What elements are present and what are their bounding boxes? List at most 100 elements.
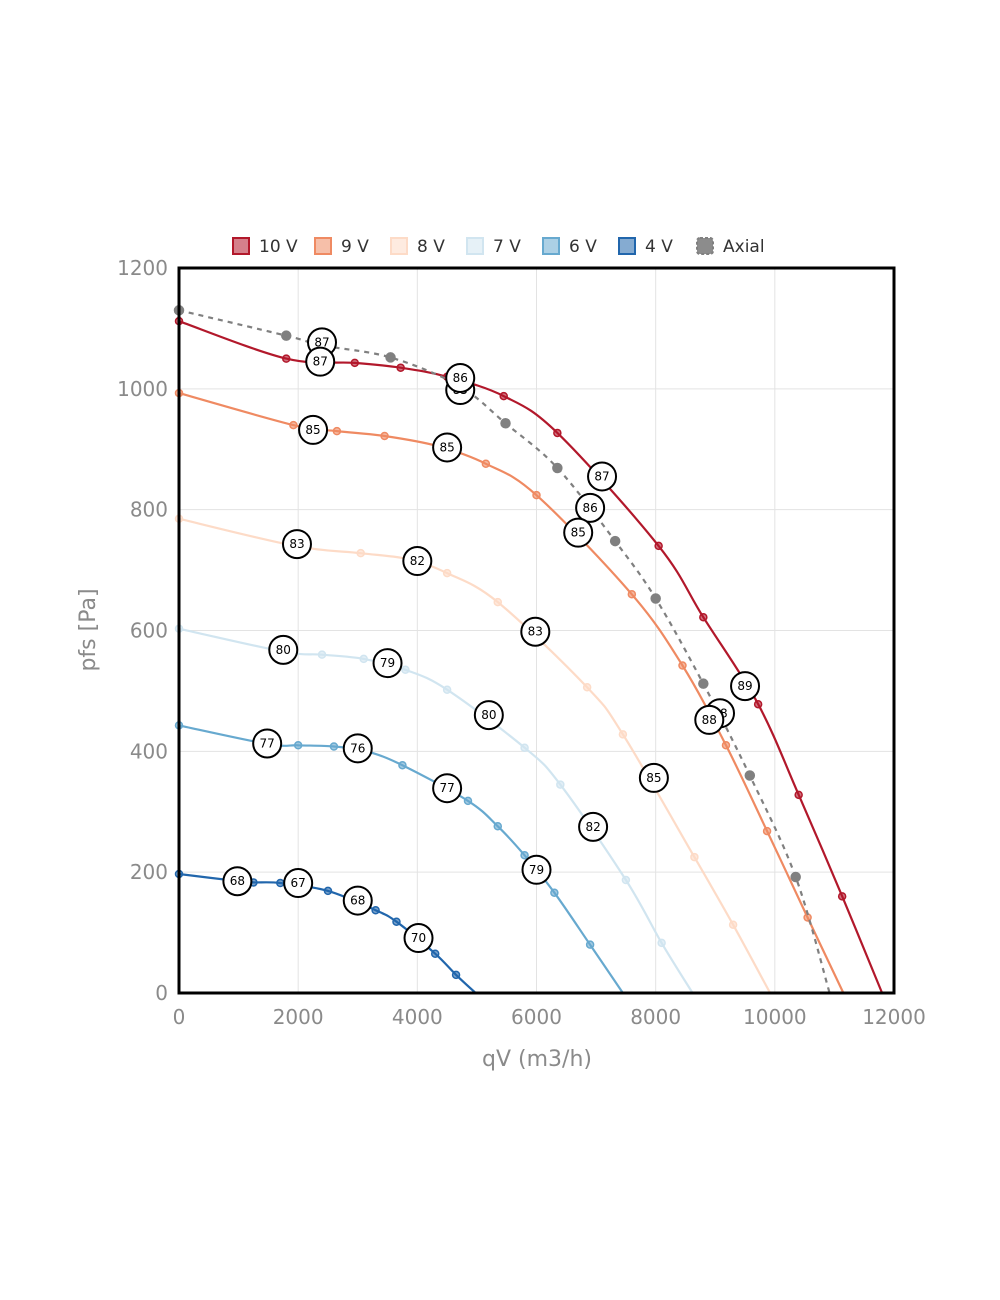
data-point bbox=[582, 683, 592, 692]
legend-label: 4 V bbox=[645, 237, 673, 257]
data-point bbox=[493, 822, 503, 831]
legend-label: 10 V bbox=[259, 237, 298, 257]
x-tick-label: 2000 bbox=[273, 1005, 324, 1029]
efficiency-label: 88 bbox=[694, 704, 725, 735]
x-tick-label: 10000 bbox=[743, 1005, 807, 1029]
label-text: 87 bbox=[594, 469, 609, 483]
efficiency-label: 83 bbox=[281, 529, 312, 560]
data-point bbox=[451, 970, 461, 980]
label-text: 80 bbox=[276, 643, 291, 657]
label-bubble bbox=[281, 529, 312, 560]
label-bubble bbox=[252, 728, 283, 759]
data-point bbox=[430, 949, 440, 958]
label-text: 76 bbox=[350, 741, 365, 755]
data-point bbox=[499, 391, 508, 401]
data-point bbox=[627, 590, 637, 599]
label-bubble bbox=[283, 868, 314, 899]
label-text: 80 bbox=[481, 708, 496, 722]
data-point bbox=[753, 699, 763, 709]
label-bubble bbox=[445, 362, 476, 393]
label-text: 79 bbox=[380, 656, 395, 670]
data-point bbox=[385, 352, 396, 363]
efficiency-label: 87 bbox=[587, 461, 618, 492]
label-text: 68 bbox=[230, 874, 245, 888]
data-point bbox=[532, 490, 541, 500]
efficiency-label: 80 bbox=[268, 634, 299, 665]
data-point bbox=[698, 678, 709, 689]
legend: 10 V 9 V 8 V 7 V 6 V 4 V Axial bbox=[232, 237, 765, 257]
efficiency-label: 82 bbox=[402, 546, 433, 577]
data-point bbox=[293, 741, 303, 750]
y-axis-title: pfs [Pa] bbox=[76, 588, 101, 671]
label-bubble bbox=[222, 866, 253, 897]
y-tick-label: 0 bbox=[155, 981, 168, 1005]
label-text: 88 bbox=[702, 713, 717, 727]
data-point bbox=[282, 354, 291, 363]
legend-label: 9 V bbox=[341, 237, 369, 257]
efficiency-label: 83 bbox=[520, 616, 551, 647]
label-text: 79 bbox=[529, 863, 544, 877]
series-line bbox=[178, 309, 831, 994]
label-text: 68 bbox=[350, 894, 365, 908]
data-point bbox=[794, 790, 803, 800]
data-point bbox=[585, 940, 595, 949]
efficiency-label: 77 bbox=[252, 728, 283, 759]
data-point bbox=[493, 597, 503, 607]
data-point bbox=[552, 462, 563, 474]
legend-item-9-v: 9 V bbox=[314, 237, 369, 257]
data-point bbox=[650, 593, 661, 604]
efficiency-label: 89 bbox=[730, 671, 761, 702]
label-bubble bbox=[402, 546, 433, 577]
label-bubble bbox=[298, 414, 329, 445]
label-bubble bbox=[403, 923, 434, 954]
data-point bbox=[350, 358, 360, 368]
data-point bbox=[317, 650, 327, 659]
label-bubble bbox=[575, 492, 606, 523]
efficiency-label: 86 bbox=[575, 492, 606, 523]
data-point bbox=[442, 568, 452, 578]
efficiency-label: 87 bbox=[305, 346, 336, 377]
legend-swatch bbox=[696, 237, 714, 255]
efficiency-label: 70 bbox=[403, 923, 434, 954]
data-point bbox=[398, 760, 407, 770]
legend-label: 6 V bbox=[569, 237, 597, 257]
data-point bbox=[837, 892, 847, 901]
y-tick-label: 200 bbox=[130, 860, 168, 884]
label-text: 82 bbox=[410, 554, 425, 568]
y-tick-label: 400 bbox=[130, 739, 168, 763]
data-point bbox=[520, 851, 529, 860]
data-point bbox=[442, 685, 452, 694]
plot-frame bbox=[177, 266, 896, 995]
legend-item-4-v: 4 V bbox=[618, 237, 673, 257]
data-point bbox=[392, 917, 401, 926]
label-text: 87 bbox=[313, 355, 328, 369]
data-point bbox=[323, 886, 333, 896]
label-text: 89 bbox=[737, 679, 752, 693]
label-bubble bbox=[730, 671, 761, 702]
label-bubble bbox=[473, 700, 504, 731]
x-axis-title: qV (m3/h) bbox=[482, 1047, 592, 1072]
data-point bbox=[481, 459, 491, 468]
y-axis-ticks: 0 200 400 600 800 1000 1200 bbox=[117, 256, 168, 1005]
efficiency-label: 79 bbox=[521, 854, 552, 885]
legend-item-7-v: 7 V bbox=[466, 237, 521, 257]
label-text: 77 bbox=[260, 736, 275, 750]
label-text: 85 bbox=[305, 423, 320, 437]
data-point bbox=[463, 796, 473, 806]
label-bubble bbox=[587, 461, 618, 492]
data-point bbox=[281, 330, 292, 341]
label-bubble bbox=[432, 773, 463, 804]
legend-label: 8 V bbox=[417, 237, 445, 257]
label-bubble bbox=[694, 704, 725, 735]
legend-swatch bbox=[542, 237, 560, 255]
y-tick-label: 800 bbox=[130, 498, 168, 522]
data-point bbox=[556, 780, 565, 789]
label-text: 85 bbox=[571, 526, 586, 540]
data-point bbox=[728, 920, 738, 929]
x-tick-label: 0 bbox=[173, 1005, 186, 1029]
label-bubble bbox=[342, 733, 373, 764]
data-point bbox=[550, 888, 559, 897]
data-point bbox=[657, 938, 666, 948]
x-axis-ticks: 0 2000 4000 6000 8000 10000 12000 bbox=[173, 1005, 926, 1029]
